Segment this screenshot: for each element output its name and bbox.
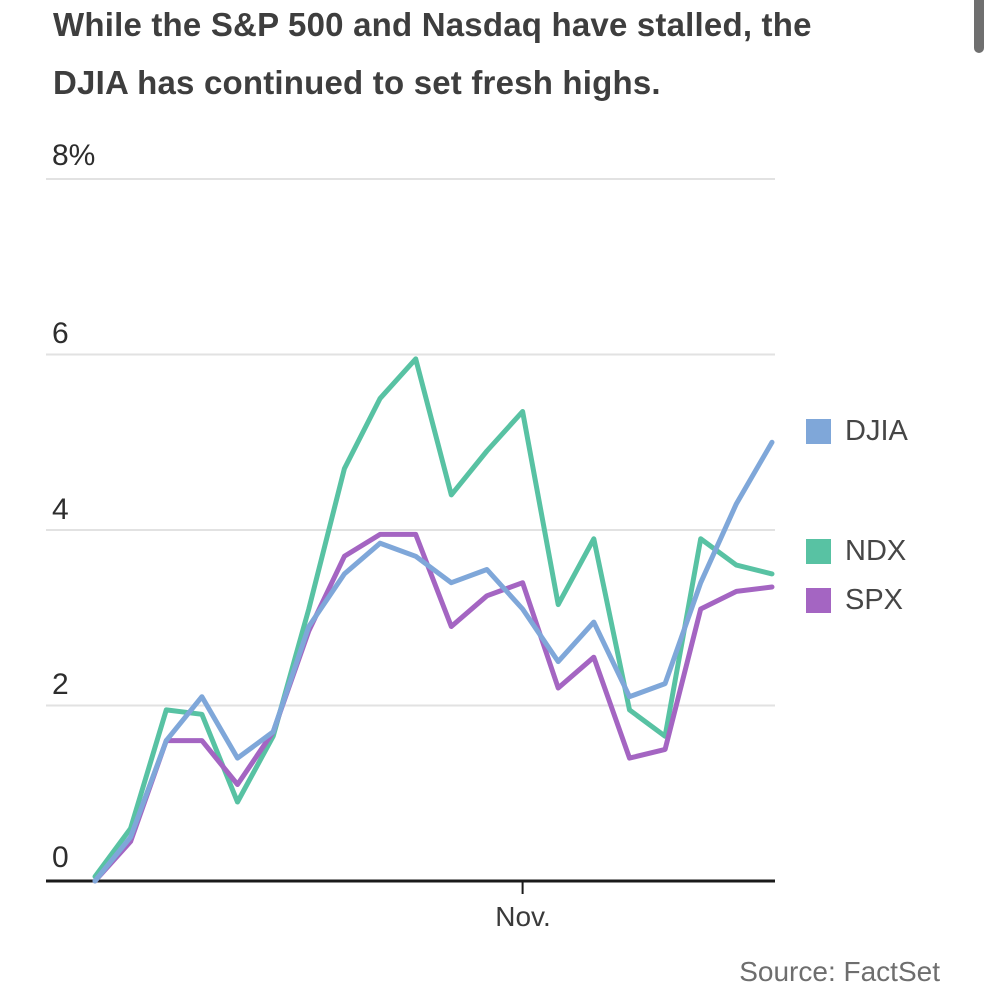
- djia-legend-label: DJIA: [845, 415, 908, 447]
- x-axis-label-nov: Nov.: [495, 901, 551, 932]
- scrollbar-thumb[interactable]: [974, 0, 984, 53]
- spx-line: [92, 531, 775, 884]
- title-line-1: While the S&P 500 and Nasdaq have stalle…: [53, 6, 812, 43]
- chart-title: While the S&P 500 and Nasdaq have stalle…: [53, 0, 953, 112]
- ndx-line: [92, 356, 775, 880]
- y-axis-label-0: 0: [52, 841, 69, 874]
- djia-line: [92, 439, 775, 884]
- y-axis-label-8: 8%: [52, 139, 96, 172]
- y-axis-label-4: 4: [52, 493, 69, 526]
- legend-item-djia: DJIA: [806, 415, 908, 448]
- spx-legend-swatch: [806, 588, 831, 613]
- title-line-2: DJIA has continued to set fresh highs.: [53, 64, 661, 101]
- ndx-legend-label: NDX: [845, 535, 907, 567]
- ndx-legend-swatch: [806, 539, 831, 564]
- djia-legend-swatch: [806, 419, 831, 444]
- y-axis-label-2: 2: [52, 668, 69, 701]
- gridlines: [46, 178, 775, 707]
- source-attribution: Source: FactSet: [739, 956, 940, 987]
- legend-item-spx: SPX: [806, 584, 903, 617]
- y-axis-label-6: 6: [52, 317, 69, 350]
- spx-legend-label: SPX: [845, 584, 904, 616]
- legend-item-ndx: NDX: [806, 535, 906, 568]
